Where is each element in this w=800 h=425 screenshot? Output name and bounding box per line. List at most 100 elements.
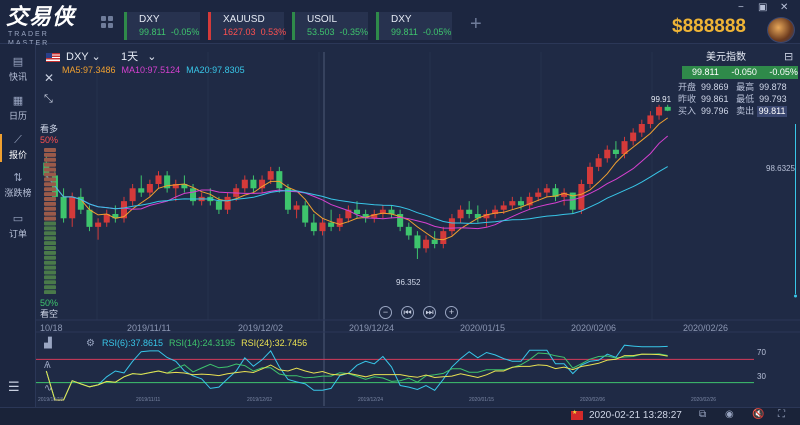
- mini-date-tick: 2019/10/18: [38, 397, 64, 403]
- candle-body: [431, 239, 438, 244]
- sentiment-cell: [44, 211, 56, 216]
- sentiment-cell: [44, 236, 56, 241]
- sentiment-cell: [44, 265, 56, 270]
- candle-body: [120, 201, 128, 219]
- candle: [69, 192, 76, 227]
- candle-body: [215, 201, 222, 210]
- sentiment-cell: [44, 152, 56, 157]
- last-price-label: 99.91: [651, 95, 672, 104]
- sentiment-cell: [44, 280, 56, 285]
- close-icon[interactable]: ✕: [780, 2, 789, 13]
- candle: [414, 231, 421, 259]
- candle-body: [388, 209, 395, 214]
- sentiment-cell: [44, 148, 56, 152]
- add-ticker-button[interactable]: +: [470, 13, 482, 35]
- candle: [612, 141, 619, 159]
- ma20-label: MA20:97.8305: [186, 65, 245, 75]
- camera-icon[interactable]: ◉: [725, 409, 734, 420]
- period-select[interactable]: 1天 ⌄: [121, 51, 157, 63]
- candle: [319, 218, 326, 236]
- draw-tool-icon[interactable]: Ѧ: [44, 360, 51, 371]
- panel-toggle-icon[interactable]: ⊟: [784, 51, 794, 63]
- sentiment-cell: [44, 172, 56, 177]
- candle: [155, 171, 162, 189]
- symbol-select[interactable]: DXY ⌄: [66, 51, 101, 63]
- ticker-card[interactable]: XAUUSD 1627.03 0.53%: [208, 12, 286, 40]
- ticker-change: -0.35%: [339, 27, 369, 37]
- indicator-chart-icon[interactable]: ▟: [44, 338, 52, 349]
- sentiment-cell: [44, 167, 56, 172]
- candle-body: [77, 196, 84, 210]
- candle-body: [604, 149, 611, 159]
- ticker-card[interactable]: DXY 99.811 -0.05%: [124, 12, 200, 40]
- candle: [120, 196, 128, 223]
- change-value: -0.050: [731, 67, 757, 77]
- candle-body: [69, 196, 76, 219]
- candle-body: [353, 209, 361, 214]
- candle: [362, 209, 369, 223]
- ticker-symbol: USOIL: [307, 14, 338, 25]
- price-axis-label: 98.6325: [766, 164, 795, 173]
- fullscreen-icon[interactable]: ⛶: [778, 409, 785, 420]
- ticker-card[interactable]: DXY 99.811 -0.05%: [376, 12, 452, 40]
- sidebar-item-calendar[interactable]: ▦ 日历: [0, 95, 36, 122]
- rsi-legend: RSI(6):37.8615 RSI(14):24.3195 RSI(24):32.…: [102, 338, 307, 349]
- zoom-out-button[interactable]: −: [379, 306, 392, 319]
- candle-body: [86, 209, 93, 227]
- candle-body: [440, 231, 447, 244]
- jump-start-button[interactable]: ⏮: [401, 306, 414, 319]
- rsi-upper-label: 70: [757, 348, 766, 357]
- candles-layer: [43, 104, 671, 259]
- candle: [371, 209, 378, 223]
- sell-price[interactable]: 99.811: [756, 106, 788, 117]
- quote-title: 美元指数: [706, 52, 746, 63]
- candle-body: [293, 205, 300, 210]
- sentiment-cell: [44, 270, 56, 275]
- sidebar-item-orders[interactable]: ▭ 订单: [0, 213, 36, 240]
- wave-tool-icon[interactable]: ∿: [44, 383, 53, 394]
- minimize-icon[interactable]: −: [738, 2, 744, 13]
- expand-icon[interactable]: ⤡: [44, 93, 53, 105]
- candle: [638, 119, 645, 137]
- candle-body: [630, 132, 637, 142]
- price-scale-indicator[interactable]: [794, 124, 797, 299]
- logo-text: 交易侠: [6, 5, 76, 30]
- mute-icon[interactable]: 🔇: [752, 409, 765, 420]
- candle-body: [621, 141, 628, 154]
- close-chart-icon[interactable]: ✕: [44, 71, 55, 85]
- zoom-in-button[interactable]: +: [445, 306, 458, 319]
- ticker-card[interactable]: USOIL 53.503 -0.35%: [292, 12, 368, 40]
- sentiment-cell: [44, 216, 56, 221]
- menu-icon[interactable]: ☰: [8, 379, 20, 394]
- grid-menu-icon[interactable]: [101, 16, 113, 28]
- sentiment-cell: [44, 162, 56, 167]
- sidebar-item-quotes[interactable]: ⟋ 报价: [0, 134, 36, 162]
- candle: [328, 209, 335, 232]
- restore-icon[interactable]: ▣: [758, 2, 768, 13]
- sidebar-item-ranking[interactable]: ⇅ 涨跌榜: [0, 172, 36, 199]
- candle: [440, 226, 447, 249]
- candlestick-chart[interactable]: [36, 44, 800, 407]
- candle: [336, 214, 343, 232]
- candle-body: [638, 124, 645, 133]
- sentiment-bar: [44, 148, 56, 294]
- candle-body: [656, 106, 663, 116]
- sidebar-item-label: 涨跌榜: [4, 188, 32, 198]
- candle-body: [569, 192, 576, 210]
- cn-flag-icon: [571, 409, 583, 420]
- jump-end-button[interactable]: ⏭: [423, 306, 436, 319]
- layout-icon[interactable]: ⧉: [699, 409, 707, 420]
- settings-icon[interactable]: ⚙: [86, 338, 95, 349]
- candle: [552, 184, 559, 202]
- sidebar-item-news[interactable]: ▤ 快讯: [0, 56, 36, 83]
- rsi6-line: [45, 344, 668, 401]
- candle-body: [336, 218, 343, 227]
- candle: [492, 205, 499, 219]
- candle: [423, 235, 430, 253]
- ticker-symbol: DXY: [391, 14, 412, 25]
- avatar[interactable]: [767, 17, 795, 43]
- candle-body: [664, 106, 671, 111]
- sentiment-cell: [44, 285, 56, 290]
- candle: [284, 184, 291, 214]
- candle-body: [319, 222, 326, 232]
